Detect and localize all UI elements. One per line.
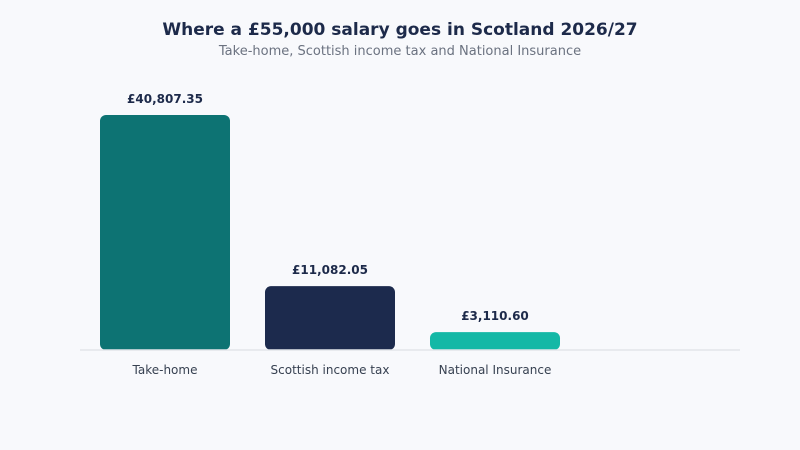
bar-scottish-income-tax: [265, 286, 395, 350]
tick-label-national-insurance: National Insurance: [439, 363, 552, 377]
data-label-take-home: £40,807.35: [127, 92, 203, 106]
bar-national-insurance: [430, 332, 560, 350]
chart-subtitle: Take-home, Scottish income tax and Natio…: [218, 44, 582, 59]
data-label-national-insurance: £3,110.60: [461, 309, 529, 323]
chart-title: Where a £55,000 salary goes in Scotland …: [162, 20, 638, 40]
tick-label-take-home: Take-home: [132, 363, 198, 377]
data-label-scottish-income-tax: £11,082.05: [292, 263, 368, 277]
bar-take-home: [100, 115, 230, 350]
tick-label-scottish-income-tax: Scottish income tax: [271, 363, 390, 377]
